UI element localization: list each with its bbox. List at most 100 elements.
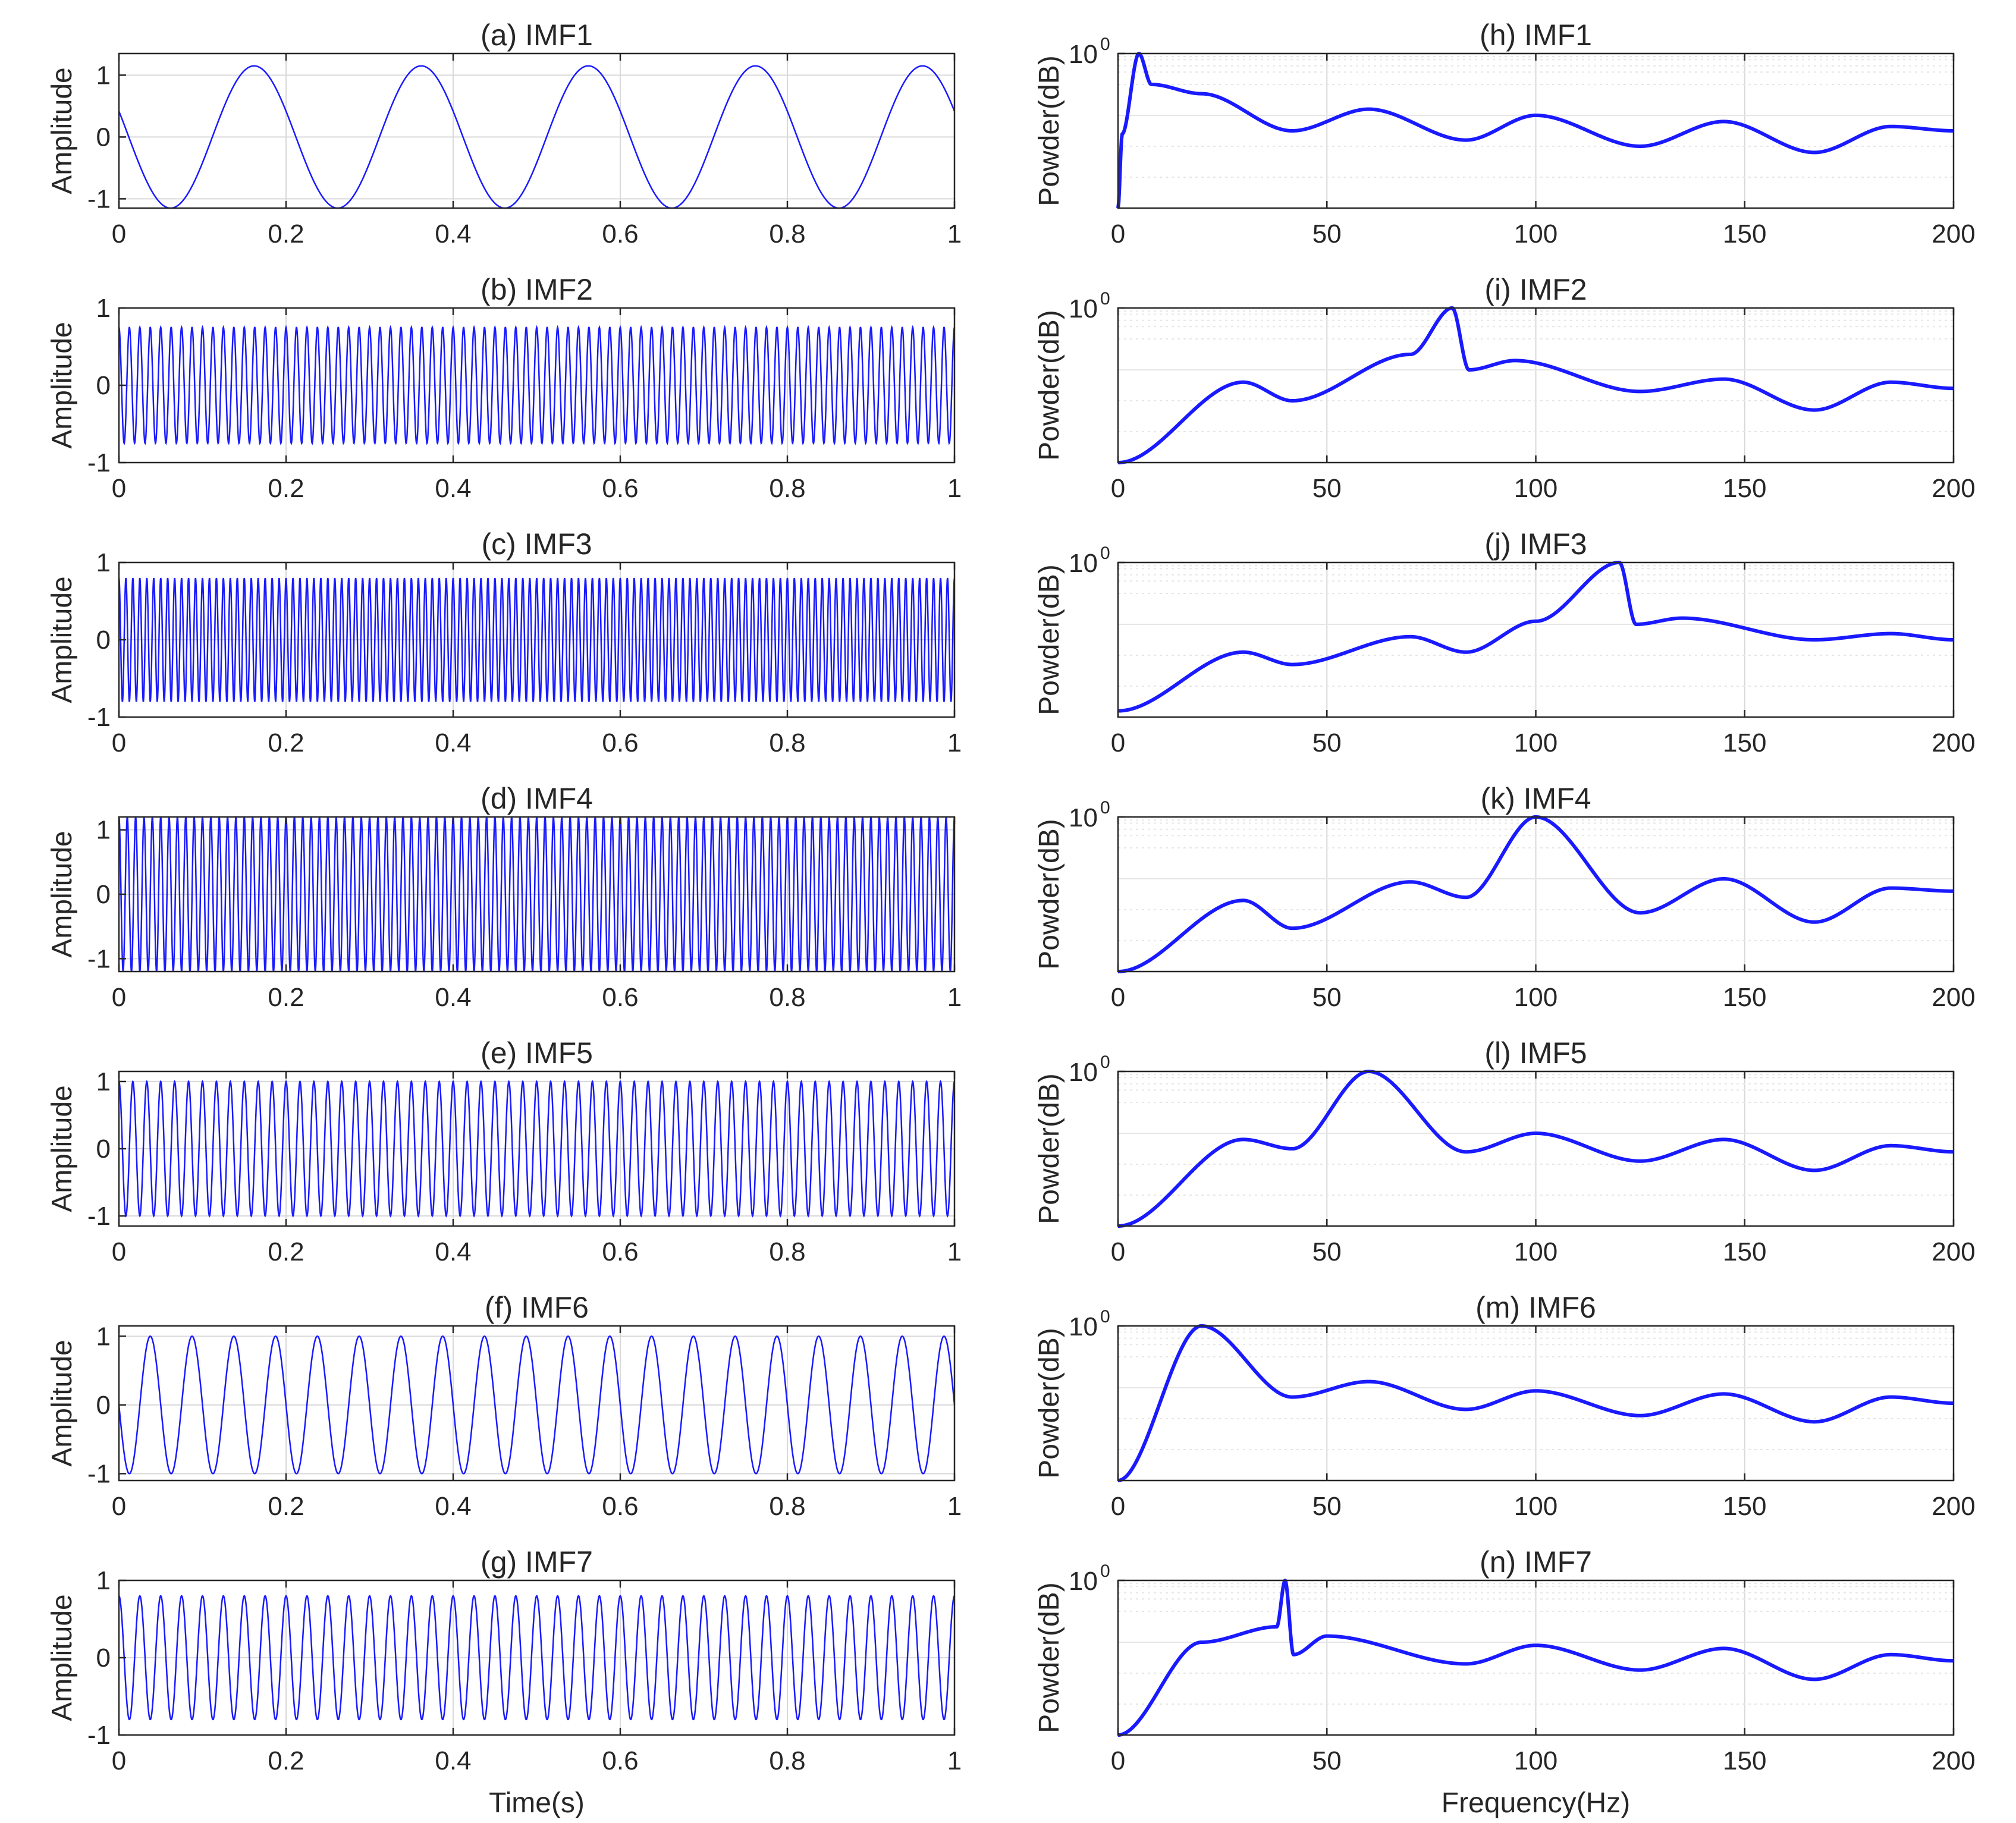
- y-tick-label: 1: [96, 294, 111, 323]
- signal-line: [118, 1595, 955, 1721]
- x-tick-label: 50: [1312, 1237, 1342, 1266]
- x-tick-label: 100: [1514, 1746, 1557, 1775]
- x-tick-label: 150: [1723, 983, 1766, 1012]
- y-tick-label: 0: [96, 1643, 111, 1673]
- x-tick-label: 0.6: [602, 728, 638, 758]
- y-tick-label: 1: [96, 1067, 111, 1096]
- x-tick-label: 200: [1932, 219, 1975, 249]
- y-tick-label: -1: [87, 703, 111, 732]
- x-axis-label: Time(s): [489, 1787, 585, 1819]
- x-tick-label: 0: [1111, 219, 1125, 249]
- y-tick-exponent: 0: [1100, 1307, 1110, 1327]
- axes-box: [118, 52, 956, 209]
- x-tick-label: 0: [1111, 983, 1125, 1012]
- spectrum-line: [1117, 1070, 1955, 1228]
- signal-line: [118, 577, 956, 702]
- y-tick-label: 10: [1069, 294, 1098, 323]
- y-tick-label: 0: [96, 1391, 111, 1420]
- x-tick-label: 100: [1514, 1492, 1557, 1521]
- y-tick-label: 1: [96, 816, 111, 845]
- subplot-title: (l) IMF5: [1484, 1036, 1587, 1070]
- y-tick-exponent: 0: [1100, 34, 1110, 54]
- grid: [1118, 1071, 1954, 1226]
- x-tick-label: 200: [1932, 983, 1975, 1012]
- subplot-title: (f) IMF6: [485, 1291, 589, 1324]
- x-tick-label: 0.4: [435, 219, 471, 249]
- y-tick-label: 0: [96, 880, 111, 909]
- subplot-title: (d) IMF4: [481, 782, 593, 815]
- y-tick-label: 1: [96, 61, 111, 90]
- x-tick-label: 200: [1932, 1746, 1975, 1775]
- y-tick-label: 10: [1069, 1058, 1098, 1087]
- grid: [119, 1580, 954, 1736]
- x-tick-label: 1: [947, 983, 962, 1012]
- x-tick-label: 0: [112, 1237, 126, 1266]
- x-tick-label: 0.2: [268, 1237, 304, 1266]
- y-tick-label: -1: [87, 184, 111, 213]
- grid: [1118, 308, 1954, 463]
- x-tick-label: 0: [112, 983, 126, 1012]
- x-tick-label: 0: [1111, 728, 1125, 758]
- x-tick-label: 0: [112, 1746, 126, 1775]
- x-tick-label: 50: [1312, 1746, 1342, 1775]
- signal-line: [118, 65, 956, 209]
- subplot-title: (j) IMF3: [1484, 527, 1587, 561]
- x-tick-label: 200: [1932, 1492, 1975, 1521]
- x-tick-label: 100: [1514, 1237, 1557, 1266]
- x-tick-label: 0.8: [769, 219, 805, 249]
- y-axis-label: Powder(dB): [1034, 1073, 1065, 1224]
- grid: [1118, 1580, 1954, 1735]
- y-tick-exponent: 0: [1100, 543, 1110, 563]
- y-axis-label: Amplitude: [46, 67, 78, 194]
- x-tick-label: 0.4: [435, 474, 471, 503]
- x-tick-label: 0.4: [435, 1237, 471, 1266]
- grid: [1118, 1326, 1954, 1481]
- x-tick-label: 0: [112, 1492, 126, 1521]
- x-tick-label: 50: [1312, 219, 1342, 249]
- axes-box: [118, 1325, 956, 1482]
- x-tick-label: 0: [1111, 1237, 1125, 1266]
- x-tick-label: 0.2: [268, 474, 304, 503]
- x-tick-label: 0.6: [602, 1237, 638, 1266]
- y-tick-label: -1: [87, 1721, 111, 1750]
- y-tick-label: 10: [1069, 549, 1098, 578]
- y-tick-label: 0: [96, 371, 111, 400]
- x-tick-label: 0.8: [769, 1746, 805, 1775]
- y-tick-label: 1: [96, 1322, 111, 1351]
- y-tick-label: 10: [1069, 803, 1098, 832]
- y-axis-label: Powder(dB): [1034, 564, 1065, 715]
- x-tick-label: 1: [947, 219, 962, 249]
- y-tick-label: 1: [96, 1566, 111, 1595]
- subplot-title: (i) IMF2: [1484, 273, 1587, 306]
- x-tick-label: 0.8: [769, 1492, 805, 1521]
- y-tick-exponent: 0: [1100, 1052, 1110, 1072]
- spectrum-line: [1117, 1579, 1955, 1737]
- y-tick-label: 0: [96, 122, 111, 152]
- y-tick-exponent: 0: [1100, 289, 1110, 309]
- x-tick-label: 100: [1514, 983, 1557, 1012]
- x-tick-label: 0.2: [268, 1492, 304, 1521]
- y-axis-label: Powder(dB): [1034, 819, 1065, 969]
- x-tick-label: 100: [1514, 474, 1557, 503]
- x-tick-label: 50: [1312, 1492, 1342, 1521]
- x-tick-label: 0.4: [435, 1746, 471, 1775]
- x-tick-label: 150: [1723, 1492, 1766, 1521]
- x-tick-label: 0.2: [268, 219, 304, 249]
- x-tick-label: 150: [1723, 474, 1766, 503]
- subplot-title: (g) IMF7: [481, 1545, 593, 1579]
- x-tick-label: 1: [947, 728, 962, 758]
- x-tick-label: 0.8: [769, 983, 805, 1012]
- y-axis-label: Amplitude: [46, 322, 78, 448]
- x-tick-label: 150: [1723, 1746, 1766, 1775]
